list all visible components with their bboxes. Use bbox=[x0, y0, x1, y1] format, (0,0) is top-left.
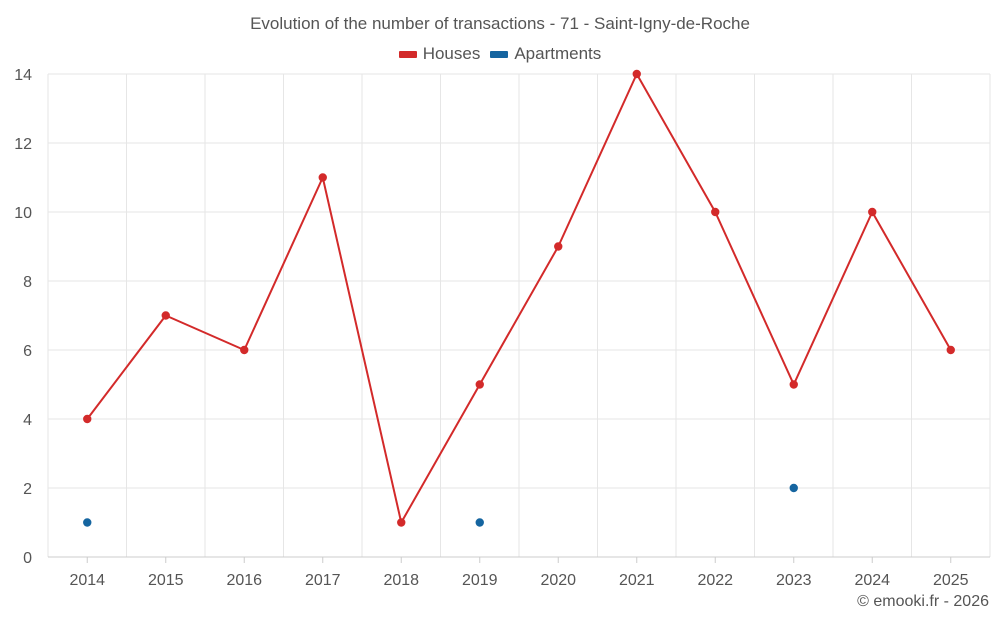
x-tick-label-2024: 2024 bbox=[854, 572, 890, 589]
series-layer bbox=[83, 69, 955, 527]
data-point-apartments-2019 bbox=[475, 518, 484, 527]
y-tick-label-6: 6 bbox=[23, 343, 32, 360]
data-point-houses-2020 bbox=[554, 242, 563, 251]
legend-swatch-houses bbox=[398, 50, 417, 58]
x-tick-label-2022: 2022 bbox=[697, 572, 733, 589]
legend-item-apartments[interactable]: Apartments bbox=[490, 44, 601, 64]
y-tick-label-8: 8 bbox=[23, 274, 32, 291]
x-tick-label-2015: 2015 bbox=[148, 572, 184, 589]
data-point-houses-2016 bbox=[240, 345, 249, 355]
data-point-houses-2014 bbox=[83, 414, 92, 424]
chart-title: Evolution of the number of transactions … bbox=[250, 14, 750, 33]
y-tick-label-10: 10 bbox=[14, 205, 32, 222]
x-tick-label-2014: 2014 bbox=[69, 572, 105, 589]
axis-layer: 0 2 4 6 8 10 12 14 2014 2015 2016 2017 2018 2019 2020 2… bbox=[14, 67, 990, 589]
data-point-apartments-2014 bbox=[83, 518, 92, 527]
data-point-houses-2015 bbox=[161, 311, 170, 320]
data-point-houses-2018 bbox=[397, 518, 406, 527]
data-point-houses-2023 bbox=[789, 380, 798, 389]
legend-label-apartments: Apartments bbox=[514, 44, 602, 63]
data-point-houses-2025 bbox=[946, 345, 955, 355]
y-tick-label-2: 2 bbox=[23, 481, 32, 498]
data-point-houses-2019 bbox=[475, 380, 484, 389]
legend: Houses Apartments bbox=[0, 44, 1000, 64]
data-point-houses-2022 bbox=[711, 207, 720, 217]
y-tick-label-0: 0 bbox=[23, 550, 32, 567]
x-tick-label-2018: 2018 bbox=[383, 572, 419, 589]
y-tick-label-14: 14 bbox=[14, 67, 32, 84]
x-tick-label-2016: 2016 bbox=[226, 572, 262, 589]
y-tick-label-12: 12 bbox=[14, 136, 32, 153]
data-point-apartments-2023 bbox=[789, 483, 798, 493]
data-point-houses-2017 bbox=[318, 173, 327, 182]
x-tick-label-2017: 2017 bbox=[305, 572, 341, 589]
y-tick-label-4: 4 bbox=[23, 412, 32, 429]
data-point-houses-2021 bbox=[632, 69, 641, 79]
series-line-houses-end bbox=[86, 73, 952, 524]
x-tick-label-2021: 2021 bbox=[619, 572, 655, 589]
x-tick-label-2023: 2023 bbox=[776, 572, 812, 589]
data-point-houses-2024 bbox=[868, 207, 877, 217]
legend-swatch-apartments bbox=[490, 50, 509, 58]
x-tick-label-2025: 2025 bbox=[933, 572, 969, 589]
legend-item-houses[interactable]: Houses bbox=[398, 44, 481, 64]
x-tick-label-2020: 2020 bbox=[540, 572, 576, 589]
x-tick-label-2019: 2019 bbox=[462, 572, 498, 589]
copyright-footer: © emooki.fr - 2026 bbox=[857, 593, 989, 610]
legend-label-houses: Houses bbox=[422, 44, 481, 63]
grid-layer bbox=[47, 73, 991, 557]
